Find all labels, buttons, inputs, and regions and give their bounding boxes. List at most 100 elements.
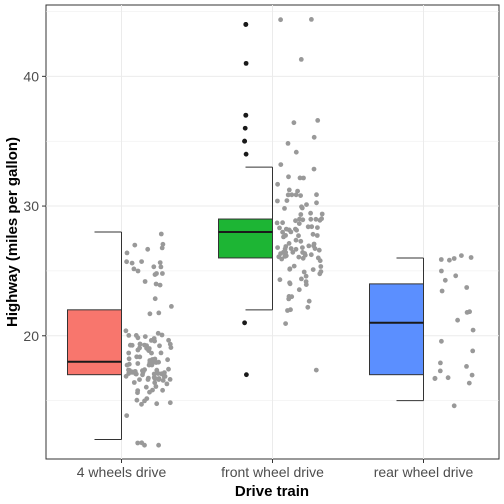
- data-point: [296, 221, 302, 227]
- data-point: [284, 198, 290, 204]
- data-point: [145, 377, 151, 382]
- data-point: [131, 380, 137, 385]
- outlier-point: [242, 138, 248, 144]
- data-point: [299, 276, 304, 282]
- data-point: [124, 250, 130, 256]
- data-point: [126, 350, 132, 356]
- data-point: [143, 384, 149, 390]
- data-point: [301, 269, 307, 275]
- data-point: [152, 296, 158, 302]
- data-point: [288, 229, 294, 235]
- data-point: [438, 257, 444, 262]
- data-point: [147, 360, 153, 366]
- box-front-wheel-drive: [218, 218, 273, 259]
- data-point: [301, 175, 306, 181]
- data-point: [317, 271, 323, 277]
- data-point: [133, 333, 139, 338]
- data-point: [447, 257, 452, 263]
- data-point: [289, 294, 295, 300]
- outlier-point: [242, 125, 248, 131]
- data-point: [133, 371, 139, 377]
- data-point: [311, 241, 317, 247]
- data-point: [453, 273, 459, 279]
- data-point: [313, 216, 319, 222]
- data-point: [288, 246, 294, 251]
- data-point: [151, 264, 157, 270]
- data-point: [303, 282, 309, 287]
- data-point: [314, 192, 319, 198]
- data-point: [124, 362, 130, 368]
- data-point: [139, 259, 145, 264]
- data-point: [157, 282, 163, 288]
- data-point: [167, 400, 173, 406]
- data-point: [308, 216, 314, 222]
- box-group: [67, 22, 424, 441]
- data-point: [451, 256, 457, 261]
- data-point: [142, 279, 148, 284]
- data-point: [283, 244, 289, 249]
- data-point: [275, 198, 280, 204]
- data-point: [459, 253, 464, 258]
- y-tick-label: 40: [23, 68, 39, 84]
- data-point: [277, 277, 283, 283]
- y-axis-title: Highway (miles per gallon): [4, 137, 21, 327]
- data-point: [313, 367, 319, 373]
- x-axis-title: Drive train: [235, 483, 309, 500]
- data-point: [467, 309, 472, 315]
- data-point: [126, 367, 131, 373]
- data-point: [275, 181, 280, 187]
- data-point: [432, 376, 438, 381]
- data-point: [316, 247, 322, 253]
- data-point: [309, 224, 315, 230]
- data-point: [129, 342, 135, 348]
- data-point: [308, 252, 314, 258]
- x-tick-label: 4 wheels drive: [77, 464, 167, 480]
- data-point: [155, 330, 161, 336]
- x-tick-label: front wheel drive: [221, 464, 324, 480]
- data-point: [145, 246, 151, 252]
- data-point: [298, 238, 304, 244]
- data-point: [297, 216, 302, 222]
- data-point: [287, 266, 293, 272]
- data-point: [153, 376, 158, 381]
- data-point: [153, 384, 159, 389]
- data-point: [469, 372, 475, 378]
- data-point: [293, 192, 299, 198]
- data-point: [275, 245, 280, 251]
- data-point: [124, 413, 130, 418]
- box-rear-wheel-drive: [369, 283, 424, 376]
- y-tick-label: 30: [23, 198, 39, 214]
- data-point: [152, 380, 158, 386]
- data-point: [304, 202, 309, 208]
- data-point: [154, 370, 160, 376]
- data-point: [135, 268, 141, 274]
- data-point: [129, 260, 135, 266]
- data-point: [298, 57, 304, 62]
- data-point: [167, 341, 173, 347]
- data-point: [300, 250, 305, 255]
- data-point: [439, 338, 444, 344]
- data-point: [308, 210, 313, 216]
- x-axis-ticks: 4 wheels drive front wheel drive rear whee…: [77, 459, 474, 480]
- data-point: [437, 368, 443, 374]
- data-point: [151, 336, 157, 341]
- data-point: [300, 245, 305, 251]
- data-point: [160, 378, 166, 383]
- y-tick-label: 20: [23, 328, 39, 344]
- data-point: [310, 267, 316, 272]
- data-point: [468, 255, 474, 260]
- outlier-point: [242, 320, 248, 326]
- data-point: [439, 268, 444, 274]
- y-axis-ticks: 20 30 40: [23, 68, 46, 344]
- data-point: [285, 192, 291, 198]
- data-point: [466, 380, 472, 386]
- data-point: [281, 234, 286, 240]
- data-point: [147, 311, 153, 317]
- data-point: [445, 375, 451, 381]
- data-point: [157, 343, 162, 349]
- data-point: [286, 241, 292, 246]
- data-point: [142, 398, 147, 404]
- data-point: [317, 258, 323, 264]
- data-point: [156, 376, 162, 381]
- outlier-point: [243, 22, 249, 27]
